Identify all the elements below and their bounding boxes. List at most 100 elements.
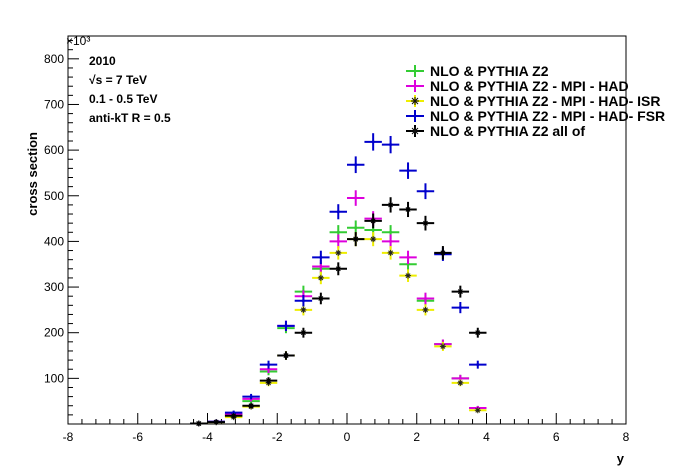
y-tick-label: 100: [44, 371, 64, 385]
cross-marker: [389, 230, 393, 234]
star-marker: [317, 274, 324, 281]
data-point: [277, 351, 295, 360]
cross-marker: [406, 255, 410, 259]
cross-marker: [476, 363, 480, 367]
legend-item: NLO & PYTHIA Z2 - MPI - HAD- FSR: [406, 108, 665, 124]
data-point: [469, 360, 487, 369]
star-marker: [352, 236, 359, 243]
star-marker: [248, 402, 255, 409]
cross-marker: [301, 299, 305, 303]
data-point: [469, 407, 487, 414]
cross-marker: [354, 163, 358, 167]
x-tick-label: 0: [344, 430, 351, 444]
cross-marker: [389, 239, 393, 243]
star-marker: [405, 272, 412, 279]
data-point: [451, 379, 470, 387]
data-point: [399, 269, 417, 282]
star-marker: [439, 343, 446, 350]
data-point: [381, 197, 400, 213]
star-marker: [300, 306, 307, 313]
cross-marker: [336, 210, 340, 214]
star-marker: [335, 249, 342, 256]
cross-marker: [354, 196, 358, 200]
data-point: [329, 246, 347, 260]
legend-star: [411, 127, 419, 135]
data-point: [364, 133, 382, 151]
cross-marker: [354, 226, 358, 230]
data-point: [416, 304, 435, 316]
legend-label: NLO & PYTHIA Z2 - MPI - HAD- ISR: [430, 93, 660, 109]
y-tick-label: 400: [44, 234, 64, 248]
legend-item: NLO & PYTHIA Z2 - MPI - HAD: [406, 78, 629, 94]
data-point: [329, 262, 347, 276]
star-marker: [213, 419, 220, 426]
data-point: [416, 183, 435, 200]
cross-marker: [458, 376, 462, 380]
legend-label: NLO & PYTHIA Z2 all of: [430, 123, 585, 139]
data-point: [399, 250, 417, 265]
y-tick-label: 600: [44, 143, 64, 157]
legend-label: NLO & PYTHIA Z2: [430, 63, 549, 79]
data-point: [416, 215, 435, 231]
info-box: 2010 √s = 7 TeV 0.1 - 0.5 TeV anti-kT R = 0…: [89, 54, 171, 125]
data-point: [259, 360, 278, 369]
legend-label: NLO & PYTHIA Z2 - MPI - HAD: [430, 78, 629, 94]
cross-marker: [406, 169, 410, 173]
y-axis-label: cross section: [25, 132, 40, 216]
y-tick-labels: 100 200 300 400 500 600 700 800: [44, 52, 64, 386]
data-point: [312, 271, 330, 285]
x-tick-label: -4: [202, 430, 213, 444]
data-point: [451, 302, 470, 314]
data-point: [347, 190, 365, 206]
x-tick-label: 8: [623, 430, 630, 444]
x-axis-label: y: [617, 451, 625, 466]
data-point: [364, 232, 382, 247]
cross-marker: [319, 255, 323, 259]
series-5: [190, 197, 487, 427]
series-layer: [190, 133, 487, 427]
data-point: [294, 295, 313, 307]
x-tick-label: 6: [553, 430, 560, 444]
data-point: [381, 135, 400, 154]
star-marker: [370, 217, 377, 224]
cross-marker: [249, 395, 253, 399]
data-point: [242, 393, 260, 400]
star-marker: [300, 329, 307, 336]
x-tick-label: -2: [272, 430, 283, 444]
y-tick-label: 200: [44, 326, 64, 340]
data-point: [381, 246, 400, 260]
data-point: [451, 285, 470, 298]
data-point: [312, 292, 330, 305]
data-point: [294, 327, 313, 338]
cross-marker: [371, 228, 375, 232]
info-line: 2010: [89, 54, 116, 68]
star-marker: [282, 352, 289, 359]
data-point: [312, 250, 330, 265]
y-tick-label: 700: [44, 97, 64, 111]
data-point: [469, 327, 487, 338]
legend-label: NLO & PYTHIA Z2 - MPI - HAD- FSR: [430, 108, 665, 124]
star-marker: [422, 220, 429, 227]
cross-marker: [232, 411, 236, 415]
x-tick-labels: -8 -6 -4 -2 0 2 4 6 8: [63, 430, 630, 444]
info-line: 0.1 - 0.5 TeV: [89, 92, 157, 106]
data-point: [347, 156, 365, 174]
data-point: [259, 377, 278, 385]
star-marker: [195, 420, 202, 427]
star-marker: [370, 236, 377, 243]
star-marker: [457, 288, 464, 295]
data-point: [190, 420, 208, 427]
x-tick-label: -6: [132, 430, 143, 444]
cross-marker: [458, 306, 462, 310]
star-marker: [387, 249, 394, 256]
legend-item: NLO & PYTHIA Z2 - MPI - HAD- ISR: [406, 93, 660, 109]
star-marker: [474, 407, 481, 414]
data-point: [416, 292, 435, 305]
y-tick-label: 300: [44, 280, 64, 294]
star-marker: [474, 329, 481, 336]
cross-marker: [336, 239, 340, 243]
cross-marker: [336, 230, 340, 234]
legend-star: [411, 97, 419, 105]
